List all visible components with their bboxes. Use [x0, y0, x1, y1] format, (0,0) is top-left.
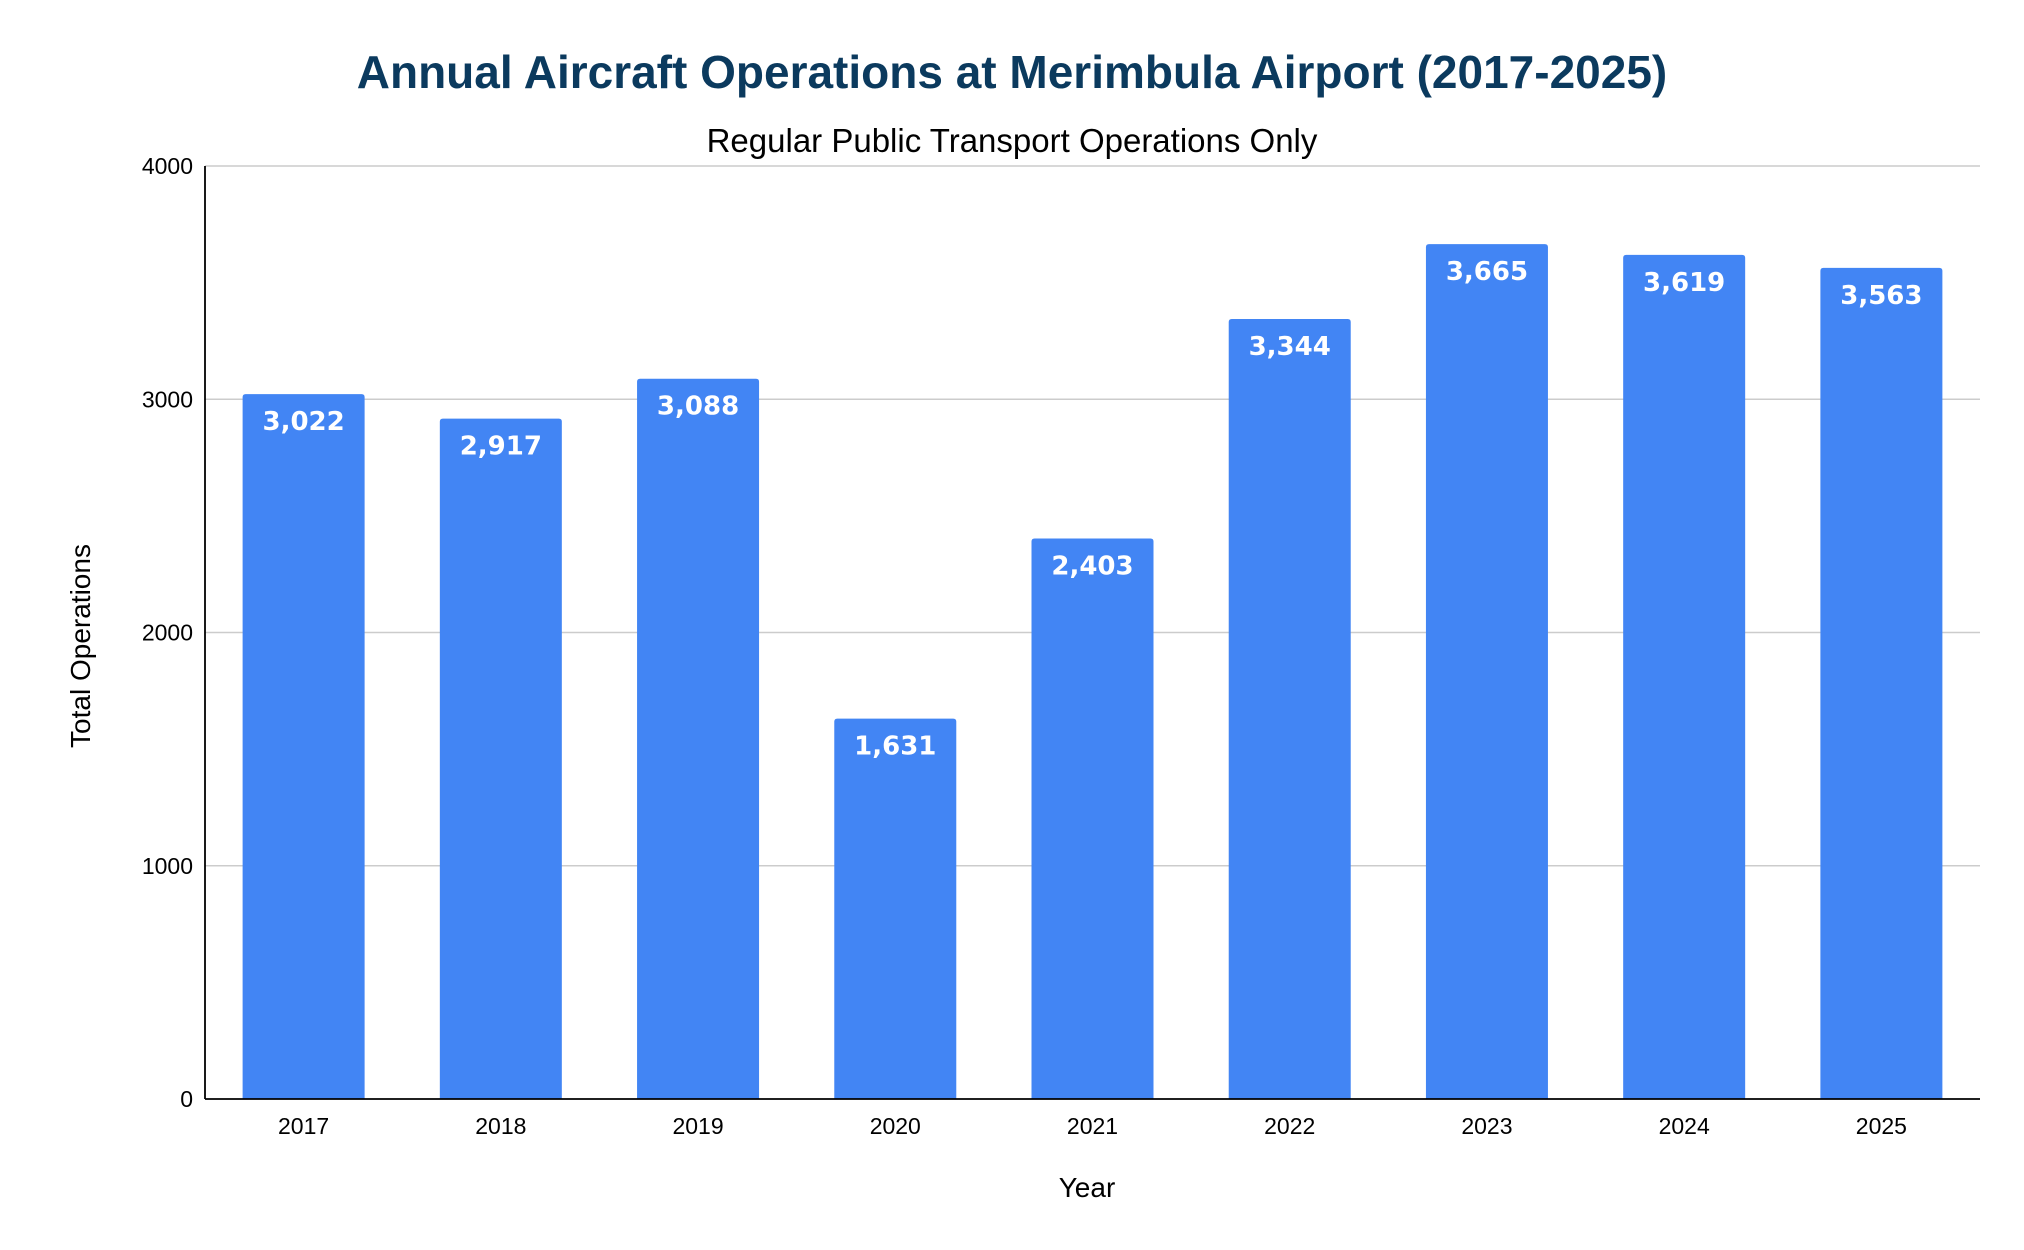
data-label-2019: 3,088 — [657, 392, 739, 422]
y-axis-label: Total Operations — [65, 544, 96, 748]
data-label-2020: 1,631 — [854, 732, 936, 762]
bar-2022 — [1228, 319, 1351, 1100]
x-tick-label: 2023 — [1461, 1113, 1512, 1139]
x-axis-ticks: 2017 2018 2019 2020 2021 2022 2023 2024 2025 — [278, 1113, 1907, 1139]
y-tick-label: 4000 — [142, 153, 193, 179]
y-tick-label: 0 — [180, 1086, 193, 1112]
data-label-2017: 3,022 — [262, 407, 344, 437]
x-tick-label: 2021 — [1067, 1113, 1118, 1139]
y-tick-label: 1000 — [142, 853, 193, 879]
bar-2021 — [1031, 538, 1154, 1099]
data-label-2018: 2,917 — [460, 432, 542, 462]
x-tick-label: 2020 — [870, 1113, 921, 1139]
data-label-2025: 3,563 — [1840, 281, 1922, 311]
bar-2023 — [1425, 244, 1548, 1100]
x-tick-label: 2024 — [1659, 1113, 1710, 1139]
data-labels: 3,022 2,917 3,088 1,631 2,403 3,344 3,665 3,619… — [262, 257, 1922, 761]
x-tick-label: 2018 — [475, 1113, 526, 1139]
y-tick-label: 3000 — [142, 386, 193, 412]
x-tick-label: 2025 — [1856, 1113, 1907, 1139]
bar-2018 — [439, 418, 562, 1099]
y-tick-label: 2000 — [142, 620, 193, 646]
data-label-2024: 3,619 — [1643, 268, 1725, 298]
bar-2020 — [834, 718, 957, 1099]
chart-subtitle: Regular Public Transport Operations Only — [707, 122, 1318, 159]
bar-2019 — [637, 378, 760, 1099]
y-axis-ticks: 0 1000 2000 3000 4000 — [142, 153, 193, 1112]
x-tick-label: 2022 — [1264, 1113, 1315, 1139]
x-axis-label: Year — [1059, 1172, 1116, 1203]
chart-title: Annual Aircraft Operations at Merimbula … — [357, 46, 1667, 98]
bar-2025 — [1820, 267, 1943, 1099]
x-tick-label: 2017 — [278, 1113, 329, 1139]
data-label-2022: 3,344 — [1249, 332, 1331, 362]
x-tick-label: 2019 — [672, 1113, 723, 1139]
data-label-2023: 3,665 — [1446, 257, 1528, 287]
data-label-2021: 2,403 — [1051, 552, 1133, 582]
bars — [242, 244, 1943, 1100]
bar-2024 — [1623, 254, 1746, 1099]
bar-2017 — [242, 394, 365, 1099]
